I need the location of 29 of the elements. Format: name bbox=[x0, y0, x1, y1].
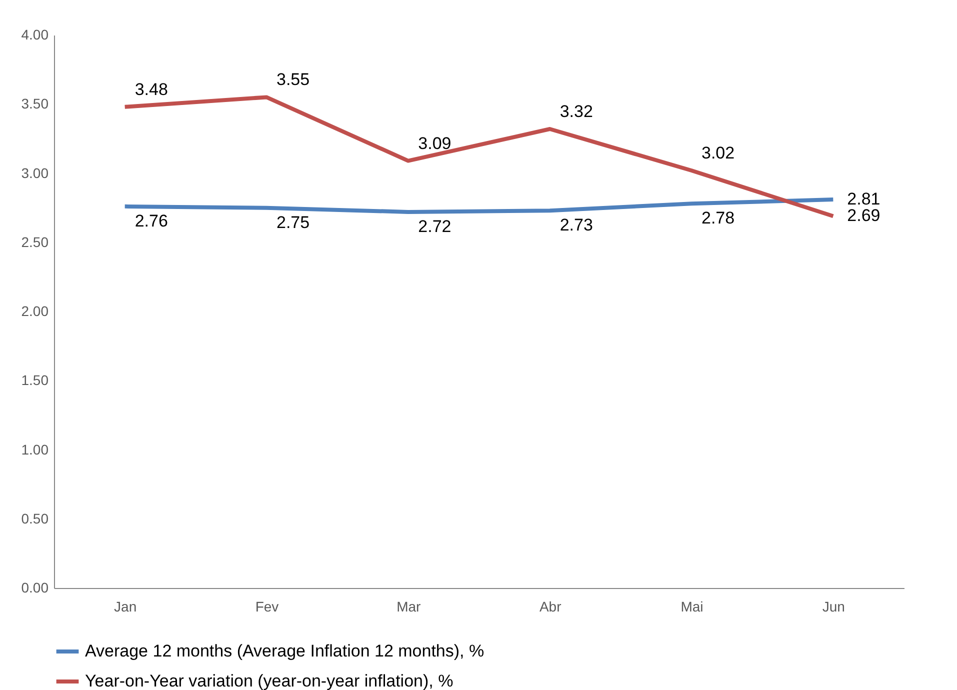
data-label: 2.75 bbox=[276, 212, 310, 232]
y-tick-label: 2.50 bbox=[21, 234, 49, 250]
legend-label: Year-on-Year variation (year-on-year inflation), % bbox=[85, 672, 454, 690]
data-label: 3.02 bbox=[702, 143, 735, 162]
data-label: 3.55 bbox=[276, 70, 310, 90]
x-tick-label: Abr bbox=[539, 598, 562, 614]
legend-label: Average 12 months (Average Inflation 12 months), % bbox=[85, 642, 484, 660]
x-tick-label: Mar bbox=[396, 598, 422, 614]
data-label: 3.32 bbox=[560, 102, 593, 122]
y-tick-label: 2.00 bbox=[21, 303, 49, 319]
data-label: 3.09 bbox=[418, 134, 452, 153]
data-label: 2.73 bbox=[560, 216, 593, 235]
y-tick-label: 3.50 bbox=[21, 96, 49, 112]
data-label: 2.78 bbox=[702, 208, 735, 228]
x-tick-label: Fev bbox=[255, 598, 279, 614]
y-tick-label: 1.00 bbox=[21, 441, 49, 458]
y-tick-label: 0.50 bbox=[21, 510, 49, 526]
data-label: 2.76 bbox=[134, 211, 168, 230]
x-tick-label: Mai bbox=[680, 598, 704, 614]
data-label: 2.72 bbox=[418, 216, 452, 236]
x-tick-label: Jun bbox=[822, 598, 845, 614]
y-tick-label: 0.00 bbox=[21, 580, 49, 596]
data-label: 2.81 bbox=[847, 190, 880, 209]
y-tick-label: 4.00 bbox=[21, 26, 49, 42]
y-tick-label: 3.00 bbox=[21, 164, 49, 181]
data-label: 3.48 bbox=[134, 80, 168, 99]
data-label: 2.69 bbox=[847, 206, 880, 226]
x-tick-label: Jan bbox=[114, 598, 137, 614]
y-tick-label: 1.50 bbox=[21, 372, 49, 388]
